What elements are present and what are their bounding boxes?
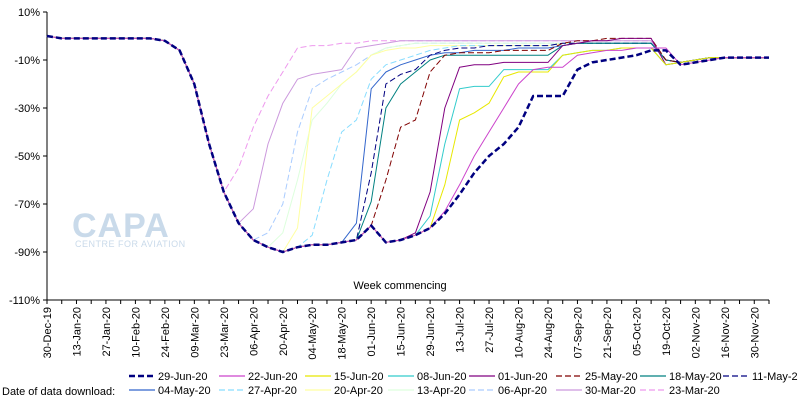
y-tick-label: -110% [9,295,40,307]
legend-label: 04-May-20 [158,385,211,397]
legend-label: 27-Apr-20 [248,385,297,397]
x-tick-label: 07-Sep-20 [572,307,584,358]
plot-area [46,34,769,254]
legend-label: 23-Mar-20 [669,385,720,397]
legend-label: 08-Jun-20 [417,371,467,383]
watermark-main-text: CAPA [72,207,170,245]
x-tick-label: 16-Nov-20 [720,307,732,358]
legend-label: 20-Apr-20 [334,385,383,397]
x-tick-label: 24-Feb-20 [160,307,172,358]
legend-label: 01-Jun-20 [498,371,548,383]
legend-caption: Date of data download: [2,386,115,398]
legend: Date of data download: 29-Jun-20 22-Jun-2… [2,371,798,398]
watermark-sub-text: CENTRE FOR AVIATION [75,239,186,249]
y-tick-label: -30% [14,103,40,115]
x-tick-label: 02-Nov-20 [690,307,702,358]
y-tick-label: 10% [18,7,40,19]
legend-label: 18-May-20 [669,371,722,383]
y-tick-label: -50% [14,151,40,163]
x-axis-ticks: 30-Dec-19 13-Jan-20 27-Jan-20 10-Feb-20 24-F… [42,300,770,360]
x-tick-label: 05-Oct-20 [631,307,643,356]
x-tick-label: 21-Sep-20 [602,307,614,358]
legend-label: 25-May-20 [585,371,638,383]
x-tick-label: 13-Jan-20 [71,307,83,357]
legend-label: 30-Mar-20 [585,385,636,397]
x-tick-label: 29-Jun-20 [425,307,437,357]
y-tick-label: -70% [14,199,40,211]
x-tick-label: 30-Dec-19 [42,307,54,358]
x-tick-label: 24-Aug-20 [543,307,555,358]
x-tick-label: 04-May-20 [307,307,319,360]
x-tick-label: 30-Nov-20 [749,307,761,358]
legend-label: 15-Jun-20 [334,371,384,383]
y-tick-label: -10% [14,55,40,67]
x-tick-label: 18-May-20 [337,307,349,360]
x-tick-label: 20-Apr-20 [278,307,290,356]
legend-label: 11-May-20 [752,371,798,383]
x-axis-title: Week commencing [353,280,446,292]
x-tick-label: 09-Mar-20 [189,307,201,358]
series-line [46,34,769,254]
x-tick-label: 06-Apr-20 [248,307,260,356]
x-tick-label: 01-Jun-20 [366,307,378,357]
y-axis-ticks: 10% -10% -30% -50% -70% -90% -110% [9,7,47,307]
legend-label: 13-Apr-20 [417,385,466,397]
x-tick-label: 10-Feb-20 [130,307,142,358]
x-tick-label: 13-Jul-20 [455,307,467,353]
x-tick-label: 15-Jun-20 [396,307,408,357]
legend-label: 22-Jun-20 [248,371,298,383]
x-tick-label: 27-Jan-20 [101,307,113,357]
legend-label: 06-Apr-20 [498,385,547,397]
capa-watermark: CAPA CENTRE FOR AVIATION [72,207,186,249]
x-tick-label: 10-Aug-20 [514,307,526,358]
legend-label: 29-Jun-20 [158,371,208,383]
y-tick-label: -90% [14,247,40,259]
series-line [46,35,769,224]
x-tick-label: 23-Mar-20 [219,307,231,358]
x-tick-label: 27-Jul-20 [484,307,496,353]
x-tick-label: 19-Oct-20 [661,307,673,356]
